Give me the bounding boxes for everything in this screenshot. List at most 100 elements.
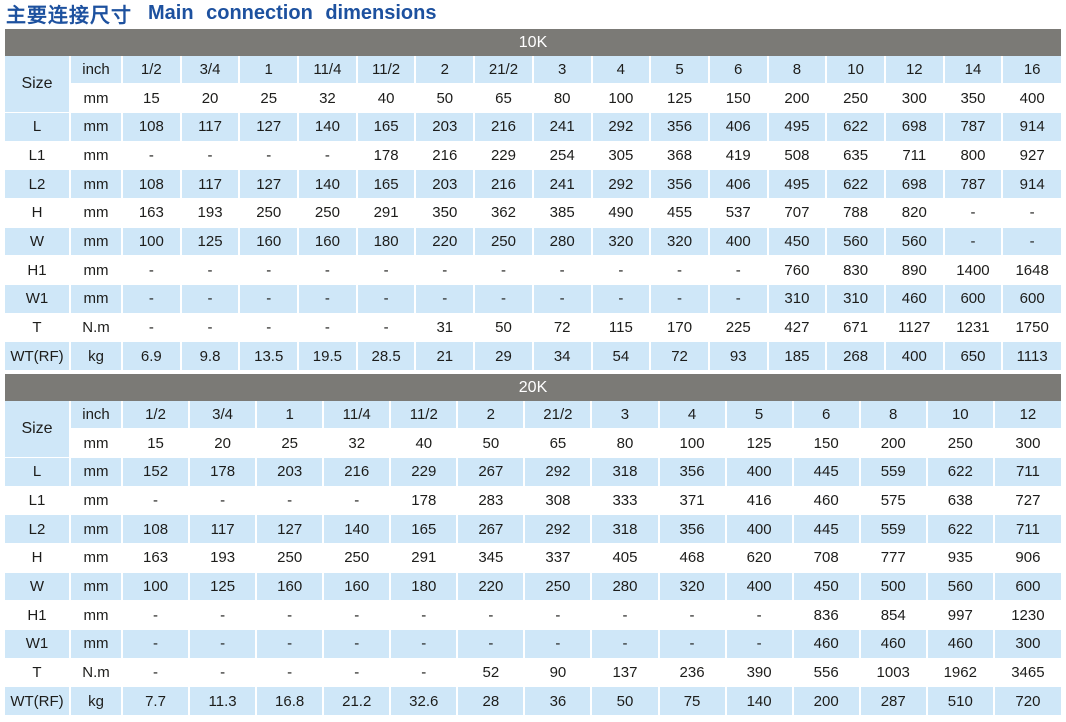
value-cell: -	[591, 629, 660, 659]
value-cell: -	[323, 658, 392, 688]
value-cell: 556	[792, 658, 861, 688]
value-cell: -	[298, 255, 358, 285]
value-cell: 268	[826, 341, 886, 371]
value-cell: -	[180, 255, 241, 285]
header-row-mm: mm 15 20 25 32 40 50 65 80 100 125 150 200 250 300 350 4…	[5, 83, 1061, 114]
value-cell: -	[943, 227, 1004, 257]
value-cell: 356	[650, 112, 710, 142]
value-cell: 711	[993, 514, 1061, 544]
value-cell: 333	[591, 486, 660, 516]
value-cell: 193	[180, 198, 241, 228]
row-unit: N.m	[70, 658, 123, 688]
row-label: L1	[5, 486, 71, 516]
value-cell: 250	[239, 198, 300, 228]
value-cell: 291	[356, 198, 417, 228]
value-cell: -	[239, 141, 300, 171]
table-row-WT(RF): WT(RF) kg 6.9 9.8 13.5 19.5 28.5 21 29 34 54 72 93 18…	[5, 341, 1061, 371]
size-inch-cell: 5	[725, 401, 794, 430]
value-cell: 160	[239, 227, 300, 257]
value-cell: 193	[189, 543, 258, 573]
section-20K: 20K Size inch 1/2 3/4 1 11/4 11/2 2 21/2 3 4 5 6 8 10 12…	[0, 371, 1066, 716]
value-cell: 292	[524, 457, 593, 487]
value-cell: 250	[474, 227, 534, 257]
size-inch-cell: 4	[658, 401, 727, 430]
value-cell: 400	[725, 457, 794, 487]
value-cell: 220	[457, 572, 526, 602]
value-cell: -	[390, 658, 459, 688]
value-cell: 400	[725, 572, 794, 602]
value-cell: 72	[650, 341, 710, 371]
value-cell: 267	[457, 457, 526, 487]
value-cell: 160	[323, 572, 392, 602]
value-cell: 671	[826, 313, 886, 343]
value-cell: -	[415, 284, 476, 314]
value-cell: 280	[591, 572, 660, 602]
value-cell: 50	[474, 313, 534, 343]
value-cell: 635	[826, 141, 886, 171]
value-cell: 622	[926, 514, 995, 544]
size-inch-cell: 11/4	[298, 56, 358, 85]
value-cell: -	[122, 486, 191, 516]
row-unit: mm	[70, 600, 123, 630]
value-cell: 450	[767, 227, 828, 257]
row-unit: mm	[70, 198, 123, 228]
value-cell: 320	[658, 572, 727, 602]
row-unit: mm	[70, 284, 123, 314]
value-cell: 650	[943, 341, 1004, 371]
size-mm-cell: 150	[792, 428, 861, 459]
value-cell: -	[323, 629, 392, 659]
value-cell: 9.8	[180, 341, 241, 371]
value-cell: 356	[658, 514, 727, 544]
value-cell: -	[189, 658, 258, 688]
size-inch-cell: 6	[792, 401, 861, 430]
size-inch-cell: 11/2	[390, 401, 459, 430]
size-inch-cell: 8	[859, 401, 928, 430]
value-cell: -	[708, 284, 769, 314]
unit-mm-cell: mm	[70, 83, 123, 114]
value-cell: 13.5	[239, 341, 300, 371]
value-cell: 152	[122, 457, 191, 487]
value-cell: -	[256, 658, 325, 688]
value-cell: -	[356, 284, 417, 314]
value-cell: -	[524, 600, 593, 630]
value-cell: 72	[532, 313, 593, 343]
value-cell: 7.7	[122, 686, 191, 716]
row-unit: mm	[70, 629, 123, 659]
size-inch-cell: 1	[256, 401, 325, 430]
value-cell: 337	[524, 543, 593, 573]
value-cell: 559	[859, 514, 928, 544]
value-cell: 830	[826, 255, 886, 285]
size-inch-cell: 2	[457, 401, 526, 430]
value-cell: -	[591, 600, 660, 630]
size-mm-cell: 300	[993, 428, 1061, 459]
size-inch-cell: 21/2	[474, 56, 534, 85]
value-cell: 220	[415, 227, 476, 257]
value-cell: 163	[122, 543, 191, 573]
row-label: L2	[5, 514, 71, 544]
size-header-cell: Size	[5, 56, 71, 114]
size-mm-cell: 15	[122, 83, 182, 114]
value-cell: 622	[826, 169, 886, 199]
value-cell: 229	[390, 457, 459, 487]
size-inch-cell: 10	[926, 401, 995, 430]
size-mm-cell: 125	[650, 83, 710, 114]
value-cell: -	[650, 255, 710, 285]
size-mm-cell: 400	[1002, 83, 1061, 114]
value-cell: 490	[591, 198, 652, 228]
value-cell: 291	[390, 543, 459, 573]
value-cell: 711	[884, 141, 945, 171]
value-cell: 292	[591, 169, 652, 199]
value-cell: 997	[926, 600, 995, 630]
value-cell: 356	[650, 169, 710, 199]
row-unit: mm	[70, 141, 123, 171]
value-cell: 100	[122, 572, 191, 602]
row-label: W1	[5, 629, 71, 659]
value-cell: 200	[792, 686, 861, 716]
value-cell: 160	[298, 227, 358, 257]
value-cell: 510	[926, 686, 995, 716]
row-unit: mm	[70, 227, 123, 257]
value-cell: -	[122, 141, 182, 171]
value-cell: 250	[524, 572, 593, 602]
